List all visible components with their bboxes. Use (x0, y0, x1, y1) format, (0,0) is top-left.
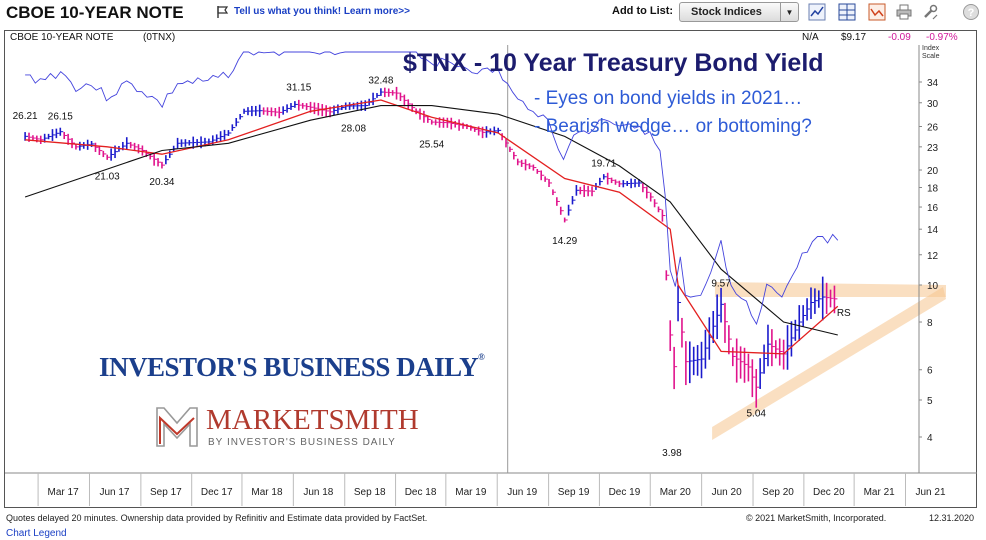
symbol-name: CBOE 10-YEAR NOTE (10, 32, 114, 43)
line-chart-icon[interactable] (808, 3, 826, 21)
flag-icon[interactable] (216, 5, 230, 19)
feedback-link[interactable]: Tell us what you think! Learn more>> (234, 6, 410, 17)
top-bar: CBOE 10-YEAR NOTE Tell us what you think… (0, 0, 986, 27)
list-select[interactable]: Stock Indices ▼ (679, 2, 799, 22)
print-icon[interactable] (895, 3, 913, 21)
footer-disclaimer: Quotes delayed 20 minutes. Ownership dat… (6, 513, 428, 523)
note-line-1: - Eyes on bond yields in 2021… (534, 88, 803, 109)
alert-icon[interactable] (868, 3, 886, 21)
ibd-logo: INVESTOR'S BUSINESS DAILY® (99, 352, 485, 382)
add-to-list-label: Add to List: (612, 5, 674, 17)
wrench-icon[interactable] (921, 3, 939, 21)
ibd-logo-text: INVESTOR'S BUSINESS DAILY (99, 352, 479, 382)
last-price: $9.17 (841, 32, 867, 43)
symbol-ticker: (0TNX) (143, 32, 176, 43)
marketsmith-mark-icon (156, 407, 198, 447)
marketsmith-name: MARKETSMITH (206, 404, 419, 436)
svg-text:?: ? (968, 7, 975, 19)
chart-legend-link[interactable]: Chart Legend (6, 528, 67, 539)
price-change: -0.09 (888, 32, 911, 43)
chart-title: $TNX - 10 Year Treasury Bond Yield (403, 49, 824, 77)
note-line-2: - Bearish wedge… or bottoming? (534, 116, 812, 137)
page-title: CBOE 10-YEAR NOTE (6, 3, 184, 22)
grid-icon[interactable] (838, 3, 856, 21)
price-na: N/A (802, 32, 819, 43)
price-change-pct: -0.97% (926, 32, 958, 43)
chart-frame (4, 30, 977, 508)
list-select-value: Stock Indices (691, 6, 762, 18)
symbol-info-bar: CBOE 10-YEAR NOTE (0TNX) N/A $9.17 -0.09… (5, 31, 958, 44)
marketsmith-sub: BY INVESTOR'S BUSINESS DAILY (208, 437, 396, 448)
footer-copyright: © 2021 MarketSmith, Incorporated. (746, 513, 887, 523)
help-icon[interactable]: ? (962, 3, 980, 21)
chevron-down-icon: ▼ (780, 3, 798, 21)
marketsmith-logo: MARKETSMITH BY INVESTOR'S BUSINESS DAILY (154, 404, 419, 454)
footer-date: 12.31.2020 (929, 513, 975, 523)
